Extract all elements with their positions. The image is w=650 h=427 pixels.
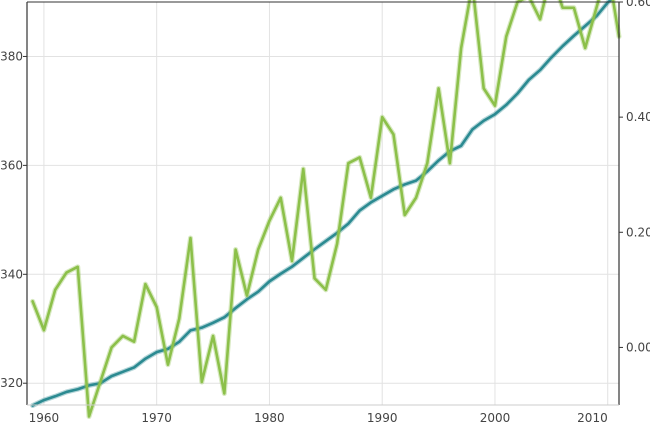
y2-tick-label: 0.60 (626, 0, 650, 9)
y-tick-label: 360 (0, 158, 23, 172)
y2-tick-label: 0.20 (626, 225, 650, 239)
x-tick-label: 2000 (480, 411, 511, 425)
x-tick-label: 1990 (367, 411, 398, 425)
x-tick-label: 1980 (254, 411, 285, 425)
y-tick-label: 340 (0, 267, 23, 281)
y2-tick-label: 0.00 (626, 340, 650, 354)
x-tick-label: 2010 (577, 411, 608, 425)
series-lines (30, 0, 622, 420)
y-tick-label: 320 (0, 376, 23, 390)
y2-tick-label: 0.40 (626, 110, 650, 124)
series-1-line (31, 0, 613, 407)
series-2-line (31, 0, 621, 418)
x-tick-label: 1970 (141, 411, 172, 425)
x-tick-label: 1960 (29, 411, 60, 425)
y-tick-label: 380 (0, 49, 23, 63)
